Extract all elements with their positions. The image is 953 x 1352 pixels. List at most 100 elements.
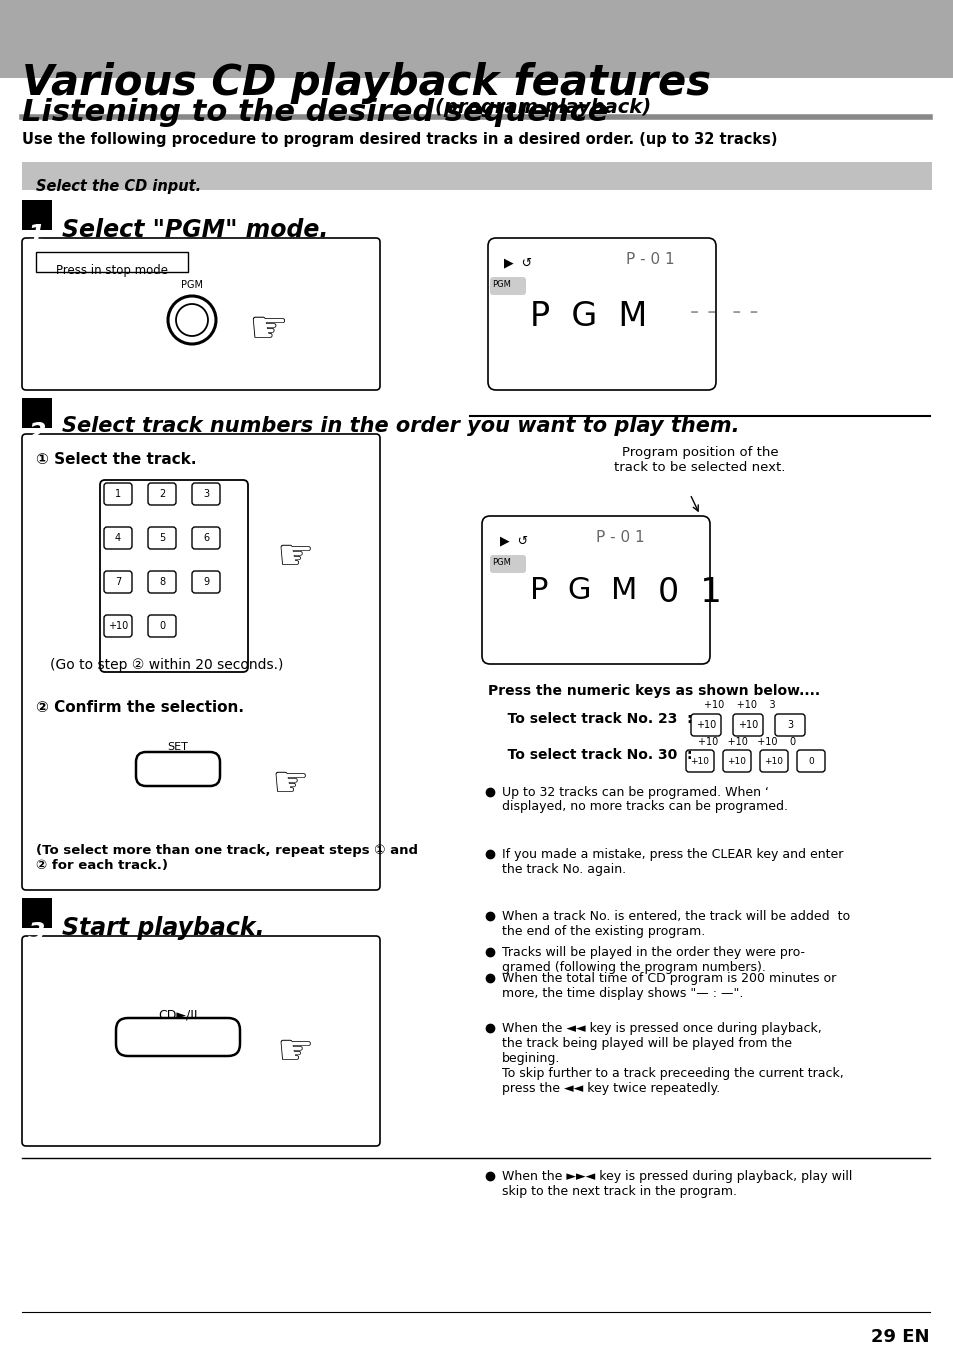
Text: Program position of the
track to be selected next.: Program position of the track to be sele… [614,446,785,475]
Text: +10   +10   +10    0: +10 +10 +10 0 [698,737,796,748]
Text: 1: 1 [29,223,46,247]
Text: Press the numeric keys as shown below....: Press the numeric keys as shown below...… [488,684,820,698]
Text: P - 0 1: P - 0 1 [625,251,674,266]
Bar [22,397,52,429]
FancyBboxPatch shape [685,750,713,772]
Text: ① Select the track.: ① Select the track. [36,452,196,466]
FancyBboxPatch shape [760,750,787,772]
Bar [36,251,188,272]
Text: 6: 6 [203,533,209,544]
Text: Select track numbers in the order you want to play them.: Select track numbers in the order you wa… [62,416,739,435]
Text: When the ◄◄ key is pressed once during playback,
the track being played will be : When the ◄◄ key is pressed once during p… [501,1022,842,1095]
FancyBboxPatch shape [796,750,824,772]
Text: 1: 1 [114,489,121,499]
FancyBboxPatch shape [774,714,804,735]
FancyBboxPatch shape [104,483,132,506]
Text: 8: 8 [159,577,165,587]
FancyBboxPatch shape [148,615,175,637]
FancyBboxPatch shape [192,483,220,506]
Text: Start playback.: Start playback. [62,917,264,940]
FancyBboxPatch shape [136,752,220,786]
Text: Select the CD input.: Select the CD input. [36,178,201,193]
FancyBboxPatch shape [690,714,720,735]
Text: 0: 0 [807,757,813,765]
Text: +10: +10 [690,757,709,765]
Text: +10: +10 [763,757,782,765]
Text: +10: +10 [727,757,745,765]
Text: PGM: PGM [492,558,511,566]
Text: Up to 32 tracks can be programed. When ‘: Up to 32 tracks can be programed. When ‘ [501,786,768,799]
Text: To select track No. 30  :: To select track No. 30 : [488,748,692,763]
FancyBboxPatch shape [192,571,220,594]
FancyBboxPatch shape [481,516,709,664]
FancyBboxPatch shape [116,1018,240,1056]
Text: SET: SET [168,742,189,752]
Text: +10: +10 [695,721,716,730]
Text: Use the following procedure to program desired tracks in a desired order. (up to: Use the following procedure to program d… [22,132,777,147]
Text: (To select more than one track, repeat steps ① and
② for each track.): (To select more than one track, repeat s… [36,844,417,872]
Text: When the total time of CD program is 200 minutes or
more, the time display shows: When the total time of CD program is 200… [501,972,836,1000]
Text: Press in stop mode: Press in stop mode [56,264,168,277]
FancyBboxPatch shape [192,527,220,549]
FancyBboxPatch shape [148,483,175,506]
FancyBboxPatch shape [104,527,132,549]
FancyBboxPatch shape [104,615,132,637]
FancyBboxPatch shape [732,714,762,735]
Text: displayed, no more tracks can be programed.: displayed, no more tracks can be program… [501,800,787,813]
FancyBboxPatch shape [22,434,379,890]
FancyBboxPatch shape [104,571,132,594]
FancyBboxPatch shape [22,936,379,1146]
Text: +10: +10 [108,621,128,631]
Text: Various CD playback features: Various CD playback features [22,62,710,104]
FancyBboxPatch shape [100,480,248,672]
Text: 2: 2 [159,489,165,499]
Text: P  G  M: P G M [530,300,646,333]
Text: +10: +10 [737,721,758,730]
Text: ☞: ☞ [276,535,314,577]
Text: CD►/II: CD►/II [158,1009,197,1021]
Text: Listening to the desired sequence: Listening to the desired sequence [22,97,608,127]
Text: ☞: ☞ [271,763,309,804]
Text: To select track No. 23  :: To select track No. 23 : [488,713,692,726]
Text: (program playback): (program playback) [435,97,651,118]
Text: 3: 3 [203,489,209,499]
Text: PGM: PGM [492,280,511,289]
Text: P  G  M: P G M [530,576,637,604]
FancyBboxPatch shape [488,238,716,389]
Text: If you made a mistake, press the CLEAR key and enter
the track No. again.: If you made a mistake, press the CLEAR k… [501,848,842,876]
Text: 0: 0 [159,621,165,631]
Text: Tracks will be played in the order they were pro-
gramed (following the program : Tracks will be played in the order they … [501,946,804,973]
Text: ▶  ↺: ▶ ↺ [503,256,532,269]
FancyBboxPatch shape [22,238,379,389]
Text: (Go to step ② within 20 seconds.): (Go to step ② within 20 seconds.) [50,658,283,672]
Text: 3: 3 [29,921,46,945]
Text: +10    +10    3: +10 +10 3 [703,700,775,710]
FancyBboxPatch shape [148,527,175,549]
Text: ② Confirm the selection.: ② Confirm the selection. [36,700,244,715]
Text: PGM: PGM [181,280,203,289]
Text: 0  1: 0 1 [658,576,721,608]
Bar [0,0,953,78]
Text: 9: 9 [203,577,209,587]
FancyBboxPatch shape [490,556,525,573]
Bar [22,200,52,230]
Text: P - 0 1: P - 0 1 [595,530,643,545]
Text: When a track No. is entered, the track will be added  to
the end of the existing: When a track No. is entered, the track w… [501,910,849,938]
Text: 4: 4 [114,533,121,544]
Text: 5: 5 [159,533,165,544]
Text: 3: 3 [786,721,792,730]
Text: Select "PGM" mode.: Select "PGM" mode. [62,218,328,242]
FancyBboxPatch shape [722,750,750,772]
FancyBboxPatch shape [490,277,525,295]
Text: 7: 7 [114,577,121,587]
Text: ☞: ☞ [276,1030,314,1072]
Bar [22,898,52,927]
Text: When the ►►◄ key is pressed during playback, play will
skip to the next track in: When the ►►◄ key is pressed during playb… [501,1169,851,1198]
Text: ☞: ☞ [248,308,288,352]
Bar [22,162,931,191]
FancyBboxPatch shape [148,571,175,594]
Text: ▶  ↺: ▶ ↺ [499,534,528,548]
Text: 2: 2 [29,420,46,445]
Text: 29 EN: 29 EN [870,1328,928,1347]
Text: - -  - -: - - - - [689,300,758,324]
